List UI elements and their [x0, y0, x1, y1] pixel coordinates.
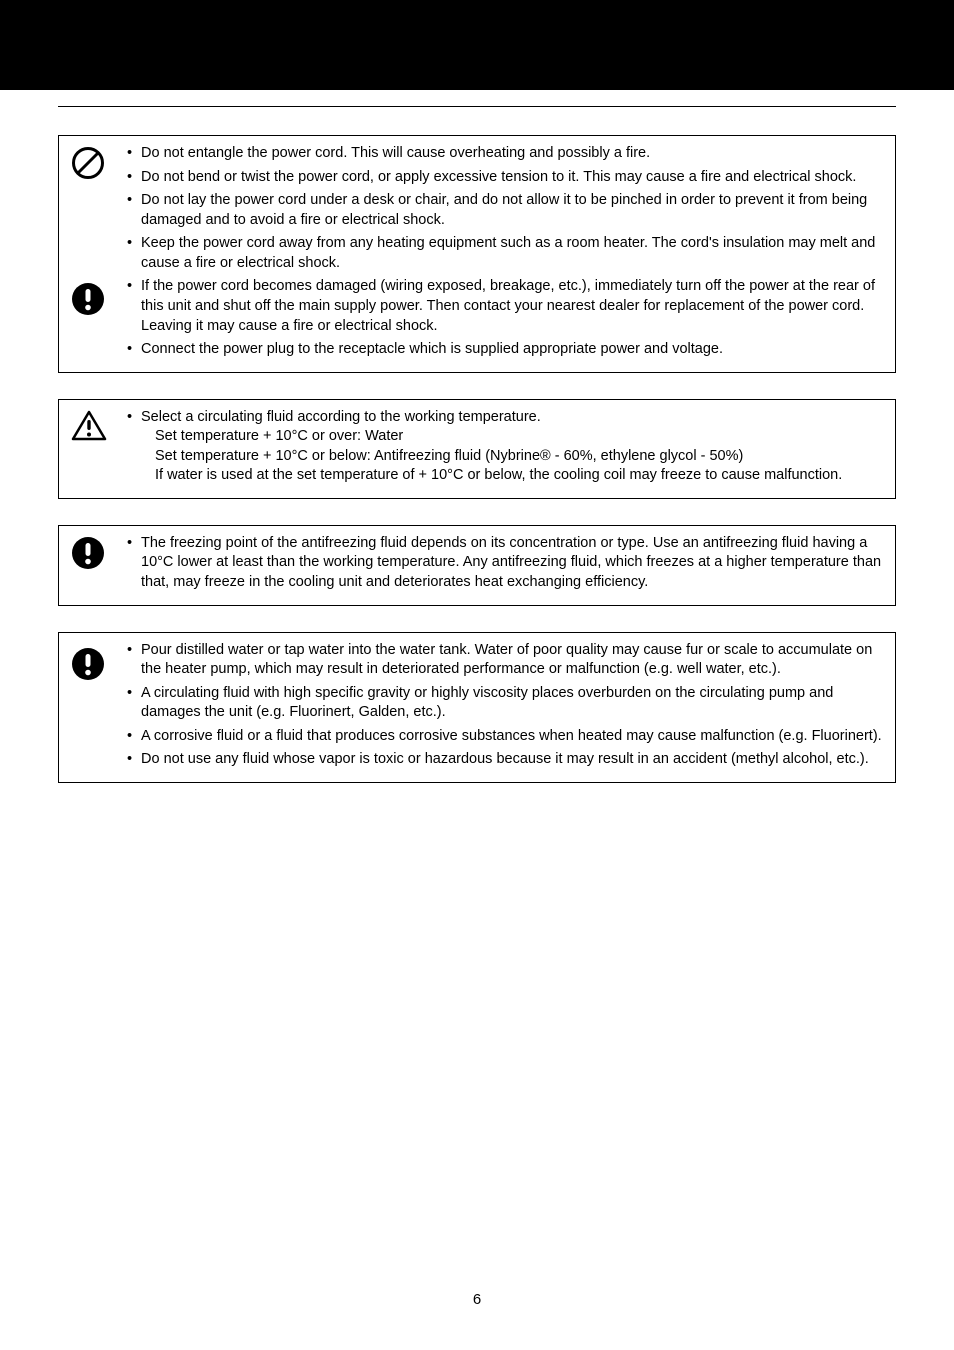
header-black-bar	[0, 0, 954, 90]
warning-box-freezing-point: The freezing point of the antifreezing f…	[58, 525, 896, 606]
list-item: If the power cord becomes damaged (wirin…	[127, 277, 883, 336]
mandatory-icon	[71, 282, 105, 316]
mandatory-icon	[71, 536, 105, 570]
bullet-list: Do not entangle the power cord. This wil…	[127, 144, 883, 360]
list-item: Select a circulating fluid according to …	[127, 408, 883, 486]
icon-column	[71, 144, 127, 364]
list-item: Pour distilled water or tap water into t…	[127, 641, 883, 680]
list-item: Do not use any fluid whose vapor is toxi…	[127, 750, 883, 770]
list-item: Do not lay the power cord under a desk o…	[127, 191, 883, 230]
bullet-list: Pour distilled water or tap water into t…	[127, 641, 883, 770]
sub-line: Set temperature + 10°C or over: Water	[141, 427, 883, 447]
icon-column	[71, 641, 127, 774]
list-item: Do not entangle the power cord. This wil…	[127, 144, 883, 164]
list-item: Connect the power plug to the receptacle…	[127, 340, 883, 360]
list-item: Do not bend or twist the power cord, or …	[127, 168, 883, 188]
bullet-list: The freezing point of the antifreezing f…	[127, 534, 883, 593]
icon-column	[71, 534, 127, 597]
sub-line: If water is used at the set temperature …	[141, 466, 883, 486]
text-column: Pour distilled water or tap water into t…	[127, 641, 883, 774]
page-number: 6	[0, 1290, 954, 1310]
caution-triangle-icon	[71, 410, 107, 442]
page-content: Do not entangle the power cord. This wil…	[0, 90, 954, 783]
text-column: Select a circulating fluid according to …	[127, 408, 883, 490]
warning-box-circulating-fluid: Select a circulating fluid according to …	[58, 399, 896, 499]
list-item: The freezing point of the antifreezing f…	[127, 534, 883, 593]
lead-text: Select a circulating fluid according to …	[141, 409, 541, 425]
sub-line: Set temperature + 10°C or below: Antifre…	[141, 447, 883, 467]
mandatory-icon	[71, 647, 105, 681]
warning-box-water-quality: Pour distilled water or tap water into t…	[58, 632, 896, 783]
bullet-list: Select a circulating fluid according to …	[127, 408, 883, 486]
text-column: The freezing point of the antifreezing f…	[127, 534, 883, 597]
warning-box-power-cord: Do not entangle the power cord. This wil…	[58, 135, 896, 373]
list-item: A circulating fluid with high specific g…	[127, 684, 883, 723]
prohibit-icon	[71, 146, 105, 180]
list-item: Keep the power cord away from any heatin…	[127, 234, 883, 273]
text-column: Do not entangle the power cord. This wil…	[127, 144, 883, 364]
icon-column	[71, 408, 127, 490]
horizontal-rule	[58, 106, 896, 107]
list-item: A corrosive fluid or a fluid that produc…	[127, 727, 883, 747]
